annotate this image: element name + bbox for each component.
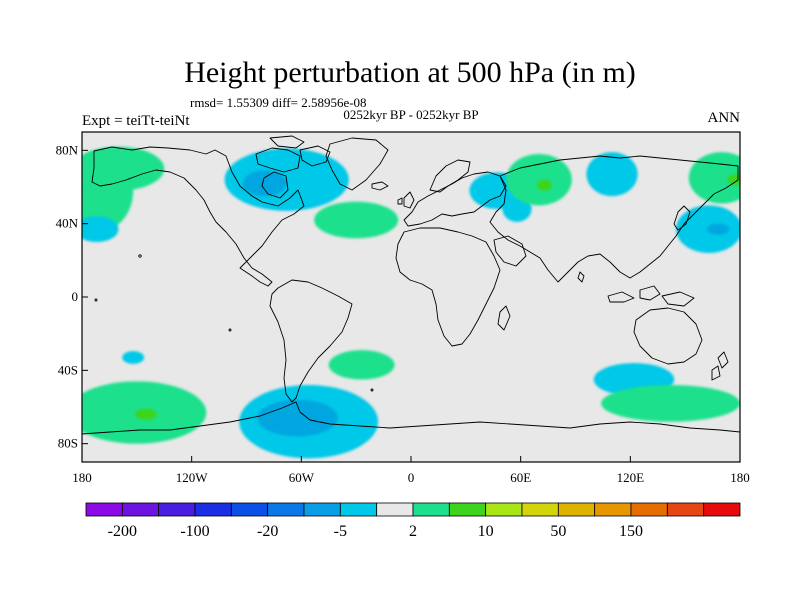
colorbar: -200 -100 -20 -5 2 10 50 150 <box>85 502 741 540</box>
lon-tick-label: 60E <box>510 470 531 485</box>
anomaly-southern-ocean-east-positive <box>601 385 740 422</box>
colorbar-swatch <box>666 502 705 517</box>
coastlines <box>82 135 740 435</box>
lat-tick-label: 80S <box>58 436 78 451</box>
anomaly-siberia-core-positive <box>537 179 552 191</box>
anomaly-west-pacific-core-negative <box>707 223 730 235</box>
colorbar-label: -100 <box>180 523 209 540</box>
colorbar-swatch <box>230 502 269 517</box>
colorbar-label: 50 <box>550 523 566 540</box>
colorbar-swatch <box>85 502 123 517</box>
lon-tick-label: 0 <box>408 470 415 485</box>
anomaly-far-east-positive <box>688 152 740 204</box>
lon-tick-label: 120E <box>617 470 645 485</box>
stats-line: rmsd= 1.55309 diff= 2.58956e-08 <box>190 95 367 110</box>
colorbar-swatch <box>267 502 305 517</box>
colorbar-swatch <box>339 502 378 517</box>
colorbar-label: 2 <box>409 523 417 540</box>
period-line: 0252kyr BP - 0252kyr BP <box>343 107 478 122</box>
figure-title: Height perturbation at 500 hPa (in m) <box>184 56 636 89</box>
colorbar-swatch <box>521 502 559 517</box>
anomaly-layer <box>82 146 740 459</box>
anomaly-south-atlantic-positive <box>328 350 395 380</box>
colorbar-label: 10 <box>478 523 494 540</box>
lon-tick-label: 180 <box>72 470 92 485</box>
colorbar-label: -5 <box>334 523 347 540</box>
colorbar-swatch <box>194 502 232 517</box>
colorbar-swatch <box>303 502 341 517</box>
colorbar-swatch <box>630 502 668 517</box>
lat-tick-label: 0 <box>72 289 79 304</box>
anomaly-far-east-core-positive <box>727 174 740 186</box>
colorbar-swatch <box>412 502 450 517</box>
lon-tick-label: 120W <box>176 470 209 485</box>
anomaly-southern-ocean-core-positive <box>135 408 157 420</box>
anomaly-dateline-northeast-positive <box>82 146 165 191</box>
map-panel: 80N 40N 0 40S 80S 180 120W 60W 0 60E 120E 180 <box>56 131 750 485</box>
axis-ticks: 80N 40N 0 40S 80S 180 120W 60W 0 60E 120E 180 <box>56 142 750 485</box>
anomaly-drake-passage-core-negative <box>257 399 338 437</box>
colorbar-swatch <box>594 502 632 517</box>
colorbar-swatch <box>376 502 414 517</box>
anomaly-south-pacific-negative-small <box>122 351 145 364</box>
colorbar-swatch <box>557 502 596 517</box>
colorbar-swatch <box>448 502 487 517</box>
anomaly-siberia-positive <box>506 154 572 206</box>
anomaly-north-atlantic-positive <box>314 201 399 239</box>
lon-tick-label: 180 <box>730 470 750 485</box>
lat-tick-label: 80N <box>56 142 79 157</box>
colorbar-label: -200 <box>108 523 137 540</box>
experiment-label: Expt = teiTt-teiNt <box>82 113 190 129</box>
colorbar-label: -20 <box>257 523 278 540</box>
anomaly-east-siberia-negative <box>586 152 638 197</box>
lat-tick-label: 40S <box>58 362 78 377</box>
colorbar-swatch <box>485 502 523 517</box>
season-label: ANN <box>708 110 741 126</box>
anomaly-canada-core-negative <box>242 170 287 197</box>
lat-tick-label: 40N <box>56 216 79 231</box>
colorbar-swatch <box>121 502 160 517</box>
colorbar-swatch <box>158 502 196 517</box>
lon-tick-label: 60W <box>289 470 315 485</box>
colorbar-label: 150 <box>619 523 643 540</box>
anomaly-north-pacific-negative <box>82 216 119 242</box>
colorbar-swatch <box>703 502 741 517</box>
